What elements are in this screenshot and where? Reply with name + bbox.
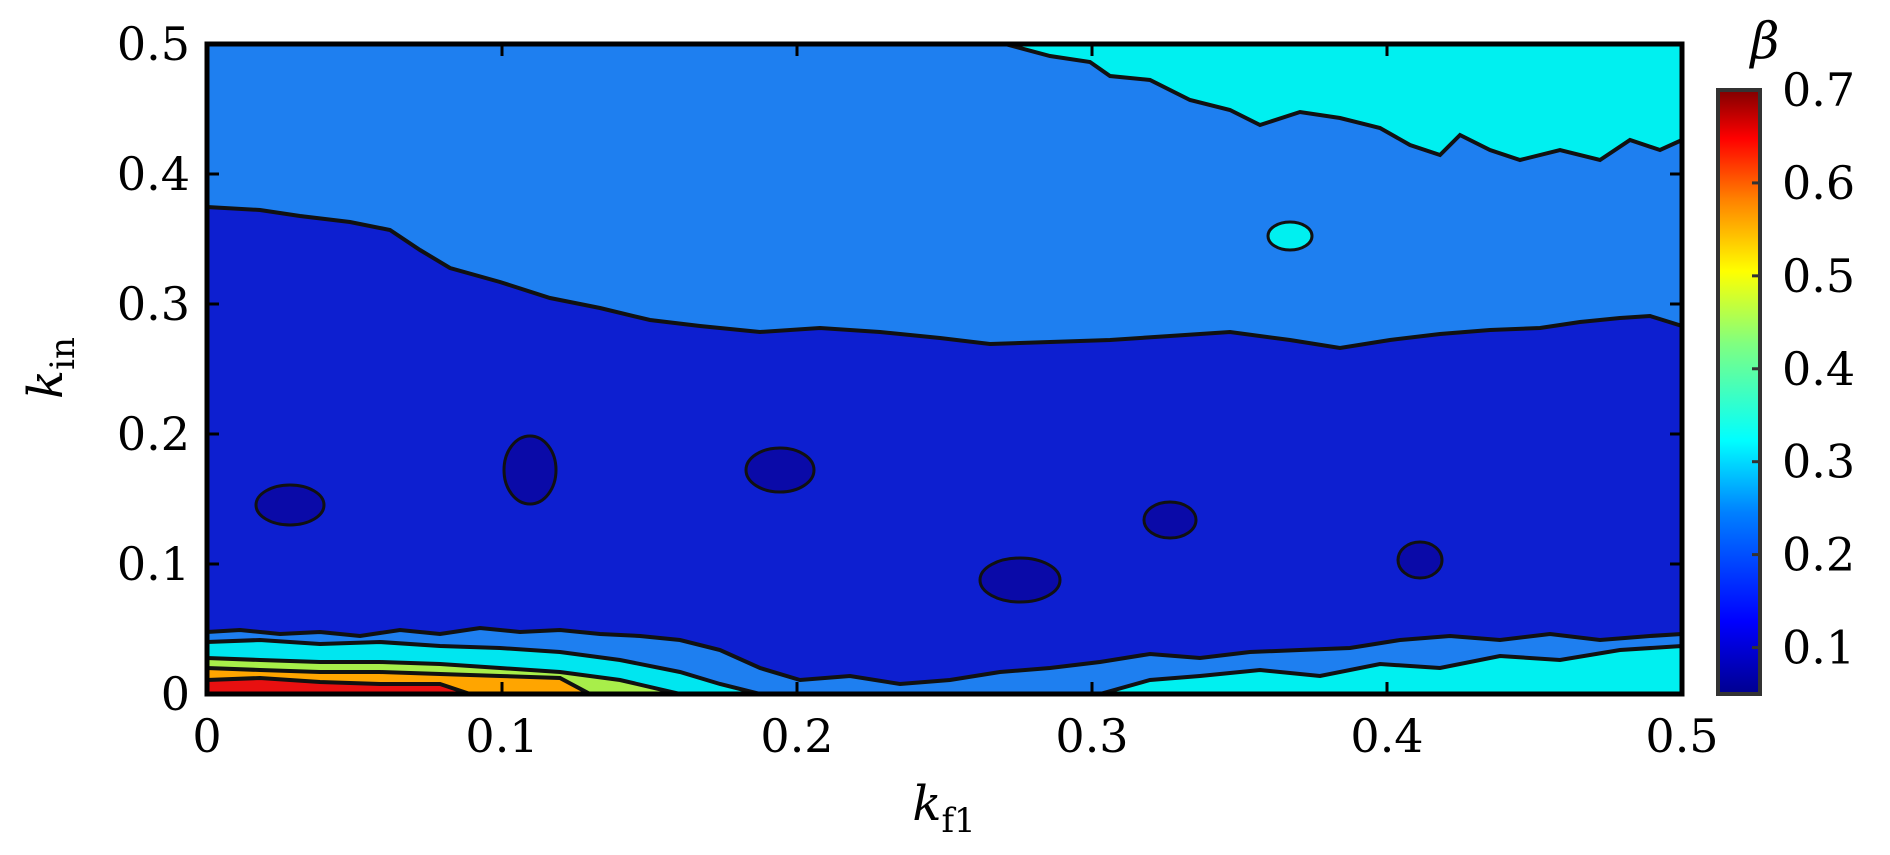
y-axis-label-var: k [18,370,74,399]
x-axis-label-var: k [912,776,941,832]
colorbar-tick-label: 0.2 [1782,528,1855,582]
y-tick-label: 0.5 [117,17,190,71]
region-middle-band [207,204,1682,687]
colorbar-tick-label: 0.5 [1782,249,1855,303]
colorbar-tick-label: 0.3 [1782,435,1855,489]
region-bottom-right-cyan [1099,643,1682,694]
y-tick-label: 0.4 [117,147,190,201]
blob [502,434,558,506]
contour-regions [207,44,1682,694]
y-tick-label: 0 [161,667,190,721]
blob [1266,220,1314,252]
x-ticks: 0 0.1 0.2 0.3 0.4 0.5 [192,44,1719,763]
colorbar-tick-label: 0.7 [1782,63,1855,117]
blob [1396,540,1444,580]
colorbar-title: β [1749,12,1780,70]
blob [744,446,816,494]
colorbar-tick-label: 0.4 [1782,342,1855,396]
blob [254,483,326,527]
x-tick-label: 0.3 [1055,709,1128,763]
x-tick-label: 0.5 [1645,709,1718,763]
x-tick-label: 0.4 [1350,709,1423,763]
y-axis-label-sub: in [43,337,83,370]
region-lower-red [207,675,471,694]
x-tick-label: 0.1 [465,709,538,763]
y-axis-label: kin [18,337,83,399]
blob [1142,500,1198,540]
x-tick-label: 0.2 [760,709,833,763]
colorbar-tick-label: 0.6 [1782,156,1855,210]
y-tick-label: 0.1 [117,537,190,591]
colorbar [1716,88,1762,696]
x-tick-label: 0 [192,709,221,763]
y-ticks: 0 0.1 0.2 0.3 0.4 0.5 [117,17,1682,721]
y-tick-label: 0.3 [117,277,190,331]
x-axis-label-sub: f1 [941,801,975,841]
plot-frame [204,41,1685,697]
x-axis-label: kf1 [912,776,975,841]
colorbar-tick-label: 0.1 [1782,621,1855,675]
colorbar-ticks: 0.1 0.2 0.3 0.4 0.5 0.6 0.7 [1752,63,1855,675]
region-upper-right [1004,44,1682,163]
blob [978,556,1062,604]
y-tick-label: 0.2 [117,407,190,461]
